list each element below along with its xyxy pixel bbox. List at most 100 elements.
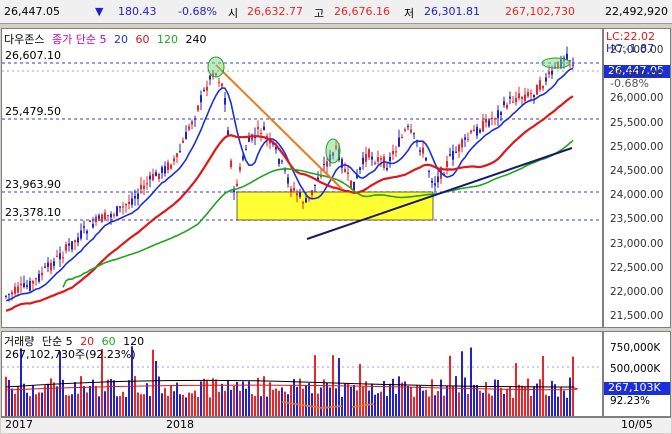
volume-chart[interactable] — [2, 332, 602, 416]
downtrend-line — [215, 64, 343, 190]
candle-body — [125, 204, 127, 206]
legend-ma5: 종가 단순 5 — [51, 33, 107, 46]
candle-body — [311, 190, 313, 196]
volume-bar — [167, 395, 169, 416]
volume-bar — [293, 378, 295, 416]
volume-bar — [38, 392, 40, 416]
volume-bar — [20, 348, 22, 416]
candle-body — [353, 181, 355, 191]
candle-body — [242, 156, 244, 160]
volume-bar — [227, 381, 229, 416]
volume-bar — [344, 383, 346, 416]
candle-body — [458, 144, 460, 152]
legend-ma120: 120 — [156, 33, 178, 46]
legend-symbol: 다우존스 — [4, 33, 45, 46]
candle-body — [371, 156, 373, 160]
volume-bar — [104, 391, 106, 416]
volume-bar — [173, 391, 175, 416]
vol-ma20-line — [5, 384, 578, 391]
vol-trend-line — [351, 403, 375, 408]
candle-body — [260, 133, 262, 135]
candle-body — [281, 160, 283, 162]
volume-bar — [146, 383, 148, 416]
candle-body — [236, 183, 238, 187]
volume-bar — [152, 349, 154, 416]
volume-bar — [488, 393, 490, 416]
volume-bar — [398, 376, 400, 416]
volume-bar — [62, 379, 64, 416]
candle-body — [509, 96, 511, 99]
candle-body — [317, 177, 319, 181]
candle-body — [545, 77, 547, 82]
volume-bar — [119, 395, 121, 416]
price-tick-label: 27,000.00 — [610, 44, 664, 56]
volume-bar — [14, 393, 16, 416]
volume-bar — [233, 385, 235, 416]
price-tick-label: 26,000.00 — [610, 92, 664, 105]
volume-bar — [212, 378, 214, 416]
volume-chart-pane[interactable]: 거래량 단순 5 20 60 120 267,102,730주(92.23%) — [1, 331, 603, 417]
volume-bar — [29, 396, 31, 416]
vol-legend-ma20: 20 — [80, 335, 95, 348]
volume-bar — [509, 386, 511, 416]
volume-bar — [323, 379, 325, 416]
candle-body — [152, 174, 154, 181]
candle-body — [77, 237, 79, 243]
volume-bar — [23, 383, 25, 416]
volume-bar — [200, 381, 202, 416]
candle-body — [137, 193, 139, 199]
level-label-1: 26,607.10 — [5, 49, 61, 62]
candle-body — [290, 188, 292, 192]
candle-body — [110, 213, 112, 218]
price-tick-label: 22,500.00 — [610, 261, 664, 274]
candle-body — [209, 75, 211, 80]
volume-bar — [455, 376, 457, 416]
volume-bar — [161, 393, 163, 416]
candle-body — [410, 129, 412, 133]
candle-body — [89, 220, 91, 223]
candle-body — [275, 147, 277, 150]
volume-bar — [356, 390, 358, 416]
volume-bar — [395, 394, 397, 416]
price-tick-label: 25,500.00 — [610, 116, 664, 129]
volume-bar — [128, 380, 130, 416]
ma120-line — [62, 139, 574, 288]
price-tick-label: 24,000.00 — [610, 189, 664, 202]
volume-bar — [425, 389, 427, 416]
vol-legend-ma5: 단순 5 — [41, 335, 73, 348]
change-percent: -0.68% — [178, 5, 217, 18]
volume-bar — [278, 390, 280, 416]
highlight-ellipse — [325, 138, 341, 164]
candle-body — [188, 126, 190, 130]
highlight-ellipse — [541, 57, 571, 69]
volume-bar — [194, 390, 196, 416]
volume-bar — [302, 388, 304, 416]
candle-body — [179, 150, 181, 153]
candle-body — [119, 206, 121, 208]
candle-body — [98, 215, 100, 219]
volume-bar — [263, 376, 265, 416]
volume-bar — [80, 376, 82, 416]
price-chart-pane[interactable]: 다우존스 종가 단순 5 20 60 120 240 26,607.10 25,… — [1, 28, 603, 328]
candle-body — [227, 130, 229, 136]
candle-body — [341, 159, 343, 168]
volume-bar — [107, 379, 109, 416]
candle-body — [257, 127, 259, 130]
volume-bar — [413, 396, 415, 416]
volume-bar — [188, 392, 190, 416]
candle-body — [263, 126, 265, 131]
candle-body — [71, 241, 73, 250]
price-chart[interactable] — [2, 29, 602, 327]
volume-bar — [5, 376, 7, 416]
volume-bar — [11, 388, 13, 416]
volume-bar — [284, 391, 286, 416]
candle-body — [62, 257, 64, 259]
volume-bar — [563, 390, 565, 416]
vol-current-tag — [604, 382, 670, 395]
volume-bar — [545, 394, 547, 416]
volume-bar — [536, 383, 538, 416]
volume-bar — [362, 386, 364, 416]
volume-bar — [113, 380, 115, 416]
candle-body — [65, 244, 67, 251]
volume-bar — [317, 393, 319, 416]
